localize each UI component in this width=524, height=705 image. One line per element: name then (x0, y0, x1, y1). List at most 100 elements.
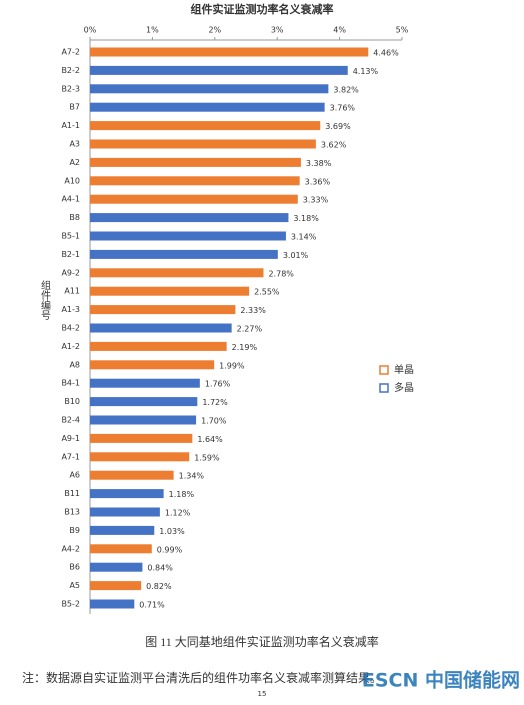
value-label: 3.82% (333, 85, 359, 94)
value-label: 1.34% (179, 472, 205, 481)
y-tick-label: A11 (64, 287, 80, 296)
y-axis-label: 组件编号 (39, 279, 51, 321)
y-tick-label: A1-2 (61, 342, 80, 351)
bar (90, 360, 215, 370)
chart-title: 组件实证监测功率名义衰减率 (191, 2, 334, 16)
value-label: 0.82% (146, 582, 172, 591)
y-tick-label: B2-1 (61, 250, 80, 259)
y-tick-label: B10 (64, 397, 80, 406)
y-tick-label: B4-2 (61, 324, 80, 333)
legend-label: 单晶 (394, 364, 414, 376)
y-tick-label: A1-1 (61, 121, 80, 130)
value-label: 1.18% (169, 490, 195, 499)
x-tick-label: 0% (84, 26, 97, 35)
bar (90, 268, 264, 278)
value-label: 2.78% (268, 269, 294, 278)
y-tick-label: A4-2 (61, 544, 80, 553)
y-tick-label: A4-1 (61, 195, 80, 204)
legend-label: 多晶 (394, 381, 414, 394)
bar (90, 305, 236, 315)
caption: 图 11 大同基地组件实证监测功率名义衰减率 (145, 634, 379, 649)
bar (90, 397, 198, 407)
y-tick-label: A3 (69, 140, 80, 149)
value-label: 1.64% (197, 435, 223, 444)
y-tick-label: B13 (64, 508, 80, 517)
y-tick-label: B6 (69, 563, 80, 572)
bar (90, 65, 348, 75)
bar (90, 470, 174, 480)
bar (90, 102, 325, 112)
legend-swatch (379, 383, 389, 393)
value-label: 2.27% (237, 325, 263, 334)
y-tick-label: B11 (64, 489, 80, 498)
page-number: 15 (258, 690, 267, 698)
bar (90, 341, 227, 351)
value-label: 3.18% (293, 214, 319, 223)
legend-swatch (379, 365, 389, 375)
bar (90, 286, 250, 296)
value-label: 3.14% (291, 233, 317, 242)
y-tick-label: B5-2 (61, 600, 80, 609)
value-label: 1.72% (202, 398, 228, 407)
value-label: 2.55% (254, 288, 280, 297)
watermark: ESCN 中国储能网 (362, 669, 520, 692)
bar (90, 139, 316, 149)
bar (90, 562, 143, 572)
y-tick-label: B4-1 (61, 379, 80, 388)
value-label: 1.59% (194, 453, 220, 462)
y-tick-label: B8 (69, 213, 80, 222)
value-label: 2.19% (232, 343, 258, 352)
bar (90, 176, 300, 186)
bar (90, 194, 298, 204)
y-tick-label: A7-2 (61, 48, 80, 57)
x-tick-label: 1% (146, 26, 159, 35)
value-label: 3.33% (303, 196, 329, 205)
bar (90, 84, 329, 94)
x-tick-label: 4% (333, 26, 346, 35)
value-label: 0.84% (147, 564, 173, 573)
value-label: 0.71% (139, 601, 165, 610)
value-label: 3.62% (321, 141, 347, 150)
bar (90, 323, 232, 333)
bar (90, 452, 190, 462)
bar (90, 121, 321, 131)
y-tick-label: B7 (69, 103, 80, 112)
bar (90, 249, 278, 259)
bar (90, 47, 369, 57)
value-label: 4.46% (373, 49, 399, 58)
y-tick-label: B2-3 (61, 84, 80, 93)
y-tick-label: A6 (69, 471, 80, 480)
bar (90, 525, 155, 535)
y-tick-label: A5 (69, 581, 80, 590)
bar (90, 231, 286, 241)
y-tick-label: A1-3 (61, 305, 80, 314)
value-label: 3.69% (325, 122, 351, 131)
bar (90, 213, 289, 223)
bar (90, 507, 160, 517)
bar (90, 157, 301, 167)
value-label: 1.12% (165, 509, 191, 518)
y-tick-label: A10 (64, 176, 80, 185)
value-label: 1.03% (159, 527, 185, 536)
value-label: 0.99% (157, 545, 183, 554)
bar (90, 544, 152, 554)
value-label: 1.99% (219, 361, 245, 370)
y-tick-label: B9 (69, 526, 80, 535)
bar (90, 489, 164, 499)
note: 注：数据源自实证监测平台清洗后的组件功率名义衰减率测算结果。 (22, 670, 382, 685)
y-tick-label: B5-1 (61, 232, 80, 241)
y-tick-label: A2 (69, 158, 80, 167)
y-tick-label: A9-2 (61, 268, 80, 277)
y-tick-label: B2-2 (61, 66, 80, 75)
y-tick-label: B2-4 (61, 416, 80, 425)
value-label: 4.13% (353, 67, 379, 76)
value-label: 1.76% (205, 380, 231, 389)
bar (90, 599, 135, 609)
y-tick-label: A9-1 (61, 434, 80, 443)
value-label: 2.33% (240, 306, 266, 315)
x-tick-label: 3% (271, 26, 284, 35)
bar (90, 581, 142, 591)
x-tick-label: 2% (208, 26, 221, 35)
bar (90, 415, 197, 425)
